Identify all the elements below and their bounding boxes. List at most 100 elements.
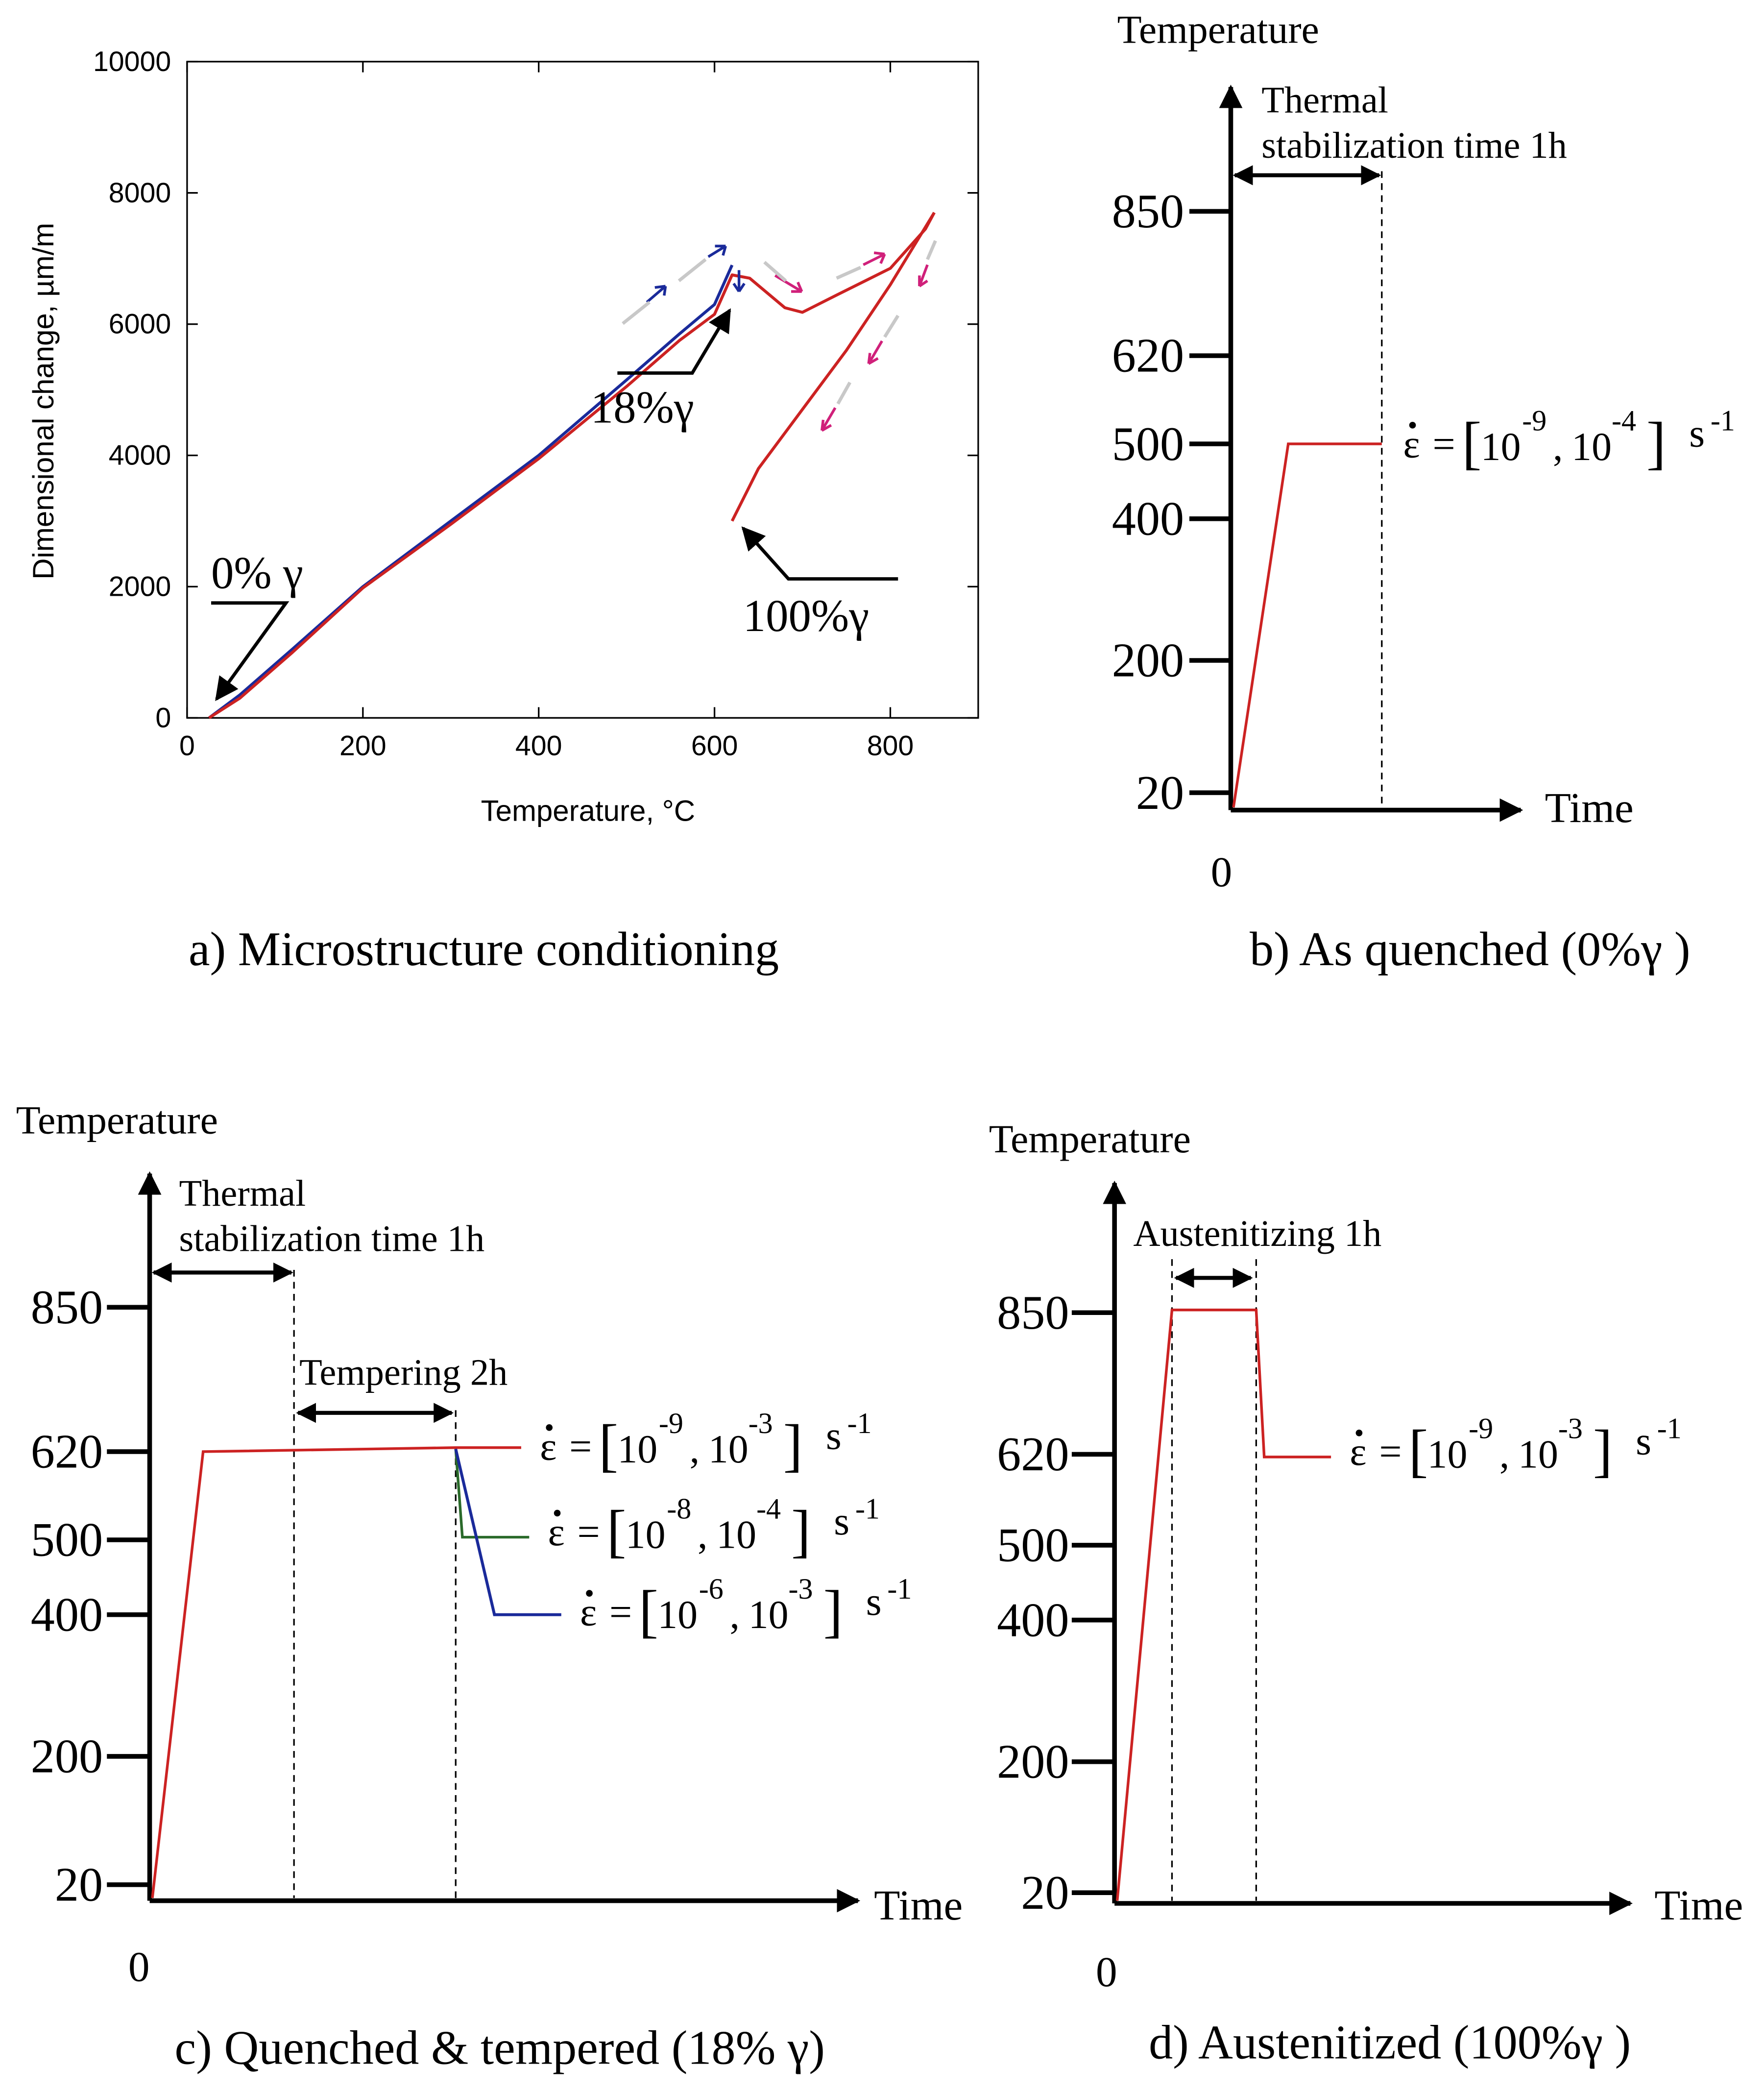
direction-arrows [622, 240, 937, 432]
profile-red [151, 1446, 521, 1898]
gray-arrow [763, 261, 787, 282]
tick-label-850: 850 [1112, 185, 1184, 238]
unit-exp: -1 [887, 1573, 912, 1605]
bracket-close: ] [1593, 1418, 1613, 1483]
tempering-label: Tempering 2h [299, 1352, 507, 1393]
gray-arrow [677, 258, 707, 282]
tick-label-850: 850 [997, 1286, 1069, 1339]
bracket-close: ] [791, 1498, 811, 1563]
x-axis-label: Temperature, °C [481, 794, 695, 827]
axis-title: Temperature [1117, 7, 1319, 52]
y-ticks [1189, 209, 1231, 795]
note-line-2: stabilization time 1h [179, 1218, 485, 1260]
y-tick-label: 8000 [109, 177, 171, 209]
callout-hundred [741, 526, 898, 581]
x-tick-label: 0 [179, 730, 195, 762]
y-tick-labels: 850 620 500 400 200 20 [1112, 185, 1184, 820]
y-ticks [1071, 1310, 1115, 1895]
unit-exp: -1 [855, 1492, 880, 1525]
bracket-open: [ [599, 1412, 618, 1478]
pink-arrow [821, 407, 837, 432]
strain-rate-label: ε = [ 10 -9 , 10 -4 ] s -1 [1403, 405, 1735, 475]
panel-d: Temperature Time 0 850 620 500 400 200 2… [989, 1117, 1743, 2069]
panel-d-caption: d) Austenitized (100%γ ) [1149, 2016, 1631, 2069]
exp-lo: -9 [1522, 405, 1547, 437]
axis-title: Temperature [16, 1098, 218, 1143]
tick-label-200: 200 [997, 1735, 1069, 1789]
eps-symbol: ε [1350, 1429, 1366, 1474]
y-tick-label: 2000 [109, 571, 171, 602]
comma: , [698, 1512, 707, 1557]
origin-label: 0 [1096, 1948, 1117, 1995]
y-ticks [107, 1305, 150, 1887]
axis-ticks [186, 61, 978, 719]
temperature-profile [1232, 442, 1382, 808]
plot-frame [186, 61, 979, 719]
eps-symbol: ε [540, 1424, 556, 1468]
y-tick-label: 0 [155, 702, 171, 733]
equals: = [569, 1424, 592, 1468]
bracket-close: ] [823, 1579, 843, 1644]
y-tick-label: 10000 [93, 46, 171, 77]
series-line [208, 212, 936, 719]
unit-exp: -1 [1711, 405, 1735, 437]
x-tick-label: 200 [339, 730, 387, 762]
equals: = [578, 1509, 600, 1554]
equals: = [609, 1590, 632, 1634]
tick-label-620: 620 [1112, 329, 1184, 383]
x-tick-label: 800 [867, 730, 914, 762]
exp-lo: -8 [667, 1492, 691, 1525]
panel-b: Temperature Time 0 850 620 500 400 200 2… [1112, 7, 1735, 976]
tick-label-400: 400 [997, 1593, 1069, 1647]
axis-title: Temperature [989, 1117, 1191, 1161]
series-line [208, 264, 734, 719]
blue-arrow [707, 244, 727, 258]
bracket-open: [ [607, 1498, 627, 1563]
note-line-1: Thermal [179, 1172, 306, 1214]
ten-lo: 10 [1481, 424, 1521, 469]
unit-s: s [826, 1413, 842, 1458]
profile-green [454, 1449, 530, 1539]
tick-label-200: 200 [1112, 634, 1184, 687]
panel-b-caption: b) As quenched (0%γ ) [1250, 923, 1691, 976]
panel-c-caption: c) Quenched & tempered (18% γ) [175, 2021, 825, 2074]
exp-hi: -3 [1558, 1412, 1583, 1445]
time-label: Time [1545, 784, 1634, 831]
comma: , [1553, 424, 1563, 469]
pink-arrow [774, 274, 803, 293]
eps-dot [1355, 1429, 1363, 1436]
note-line-2: stabilization time 1h [1261, 124, 1567, 166]
tick-label-20: 20 [1136, 766, 1184, 820]
unit-s: s [1689, 411, 1705, 455]
exp-lo: -9 [1469, 1412, 1493, 1445]
exp-hi: -4 [756, 1492, 781, 1525]
x-tick-label: 400 [515, 730, 562, 762]
label-eighteen-gamma: 18%γ [591, 382, 694, 433]
tick-label-200: 200 [31, 1730, 103, 1783]
annotation-callouts [211, 308, 898, 701]
y-axis-label: Dimensional change, µm/m [27, 223, 60, 580]
equals: = [1379, 1429, 1402, 1474]
ten-hi: 10 [708, 1427, 749, 1471]
gray-arrow [622, 301, 651, 325]
pink-arrow [867, 340, 883, 365]
gray-arrow [836, 266, 862, 280]
tick-label-850: 850 [31, 1281, 103, 1334]
strain-rate-label-3: ε = [ 10 -6 , 10 -3 ] s -1 [580, 1573, 912, 1643]
unit-s: s [834, 1499, 849, 1543]
strain-rate-label: ε = [ 10 -9 , 10 -3 ] s -1 [1350, 1412, 1681, 1483]
x-tick-label: 600 [691, 730, 738, 762]
gray-arrow [926, 240, 937, 260]
origin-label: 0 [1211, 848, 1232, 896]
comma: , [1499, 1432, 1509, 1477]
y-tick-labels: 850 620 500 400 200 20 [31, 1281, 103, 1912]
series-group [208, 212, 936, 719]
tick-label-500: 500 [1112, 417, 1184, 471]
bracket-open: [ [1408, 1418, 1428, 1483]
label-zero-gamma: 0% γ [211, 548, 303, 599]
exp-lo: -9 [659, 1407, 683, 1439]
eps-dot [586, 1590, 593, 1597]
y-tick-labels: 850 620 500 400 200 20 [997, 1286, 1069, 1920]
